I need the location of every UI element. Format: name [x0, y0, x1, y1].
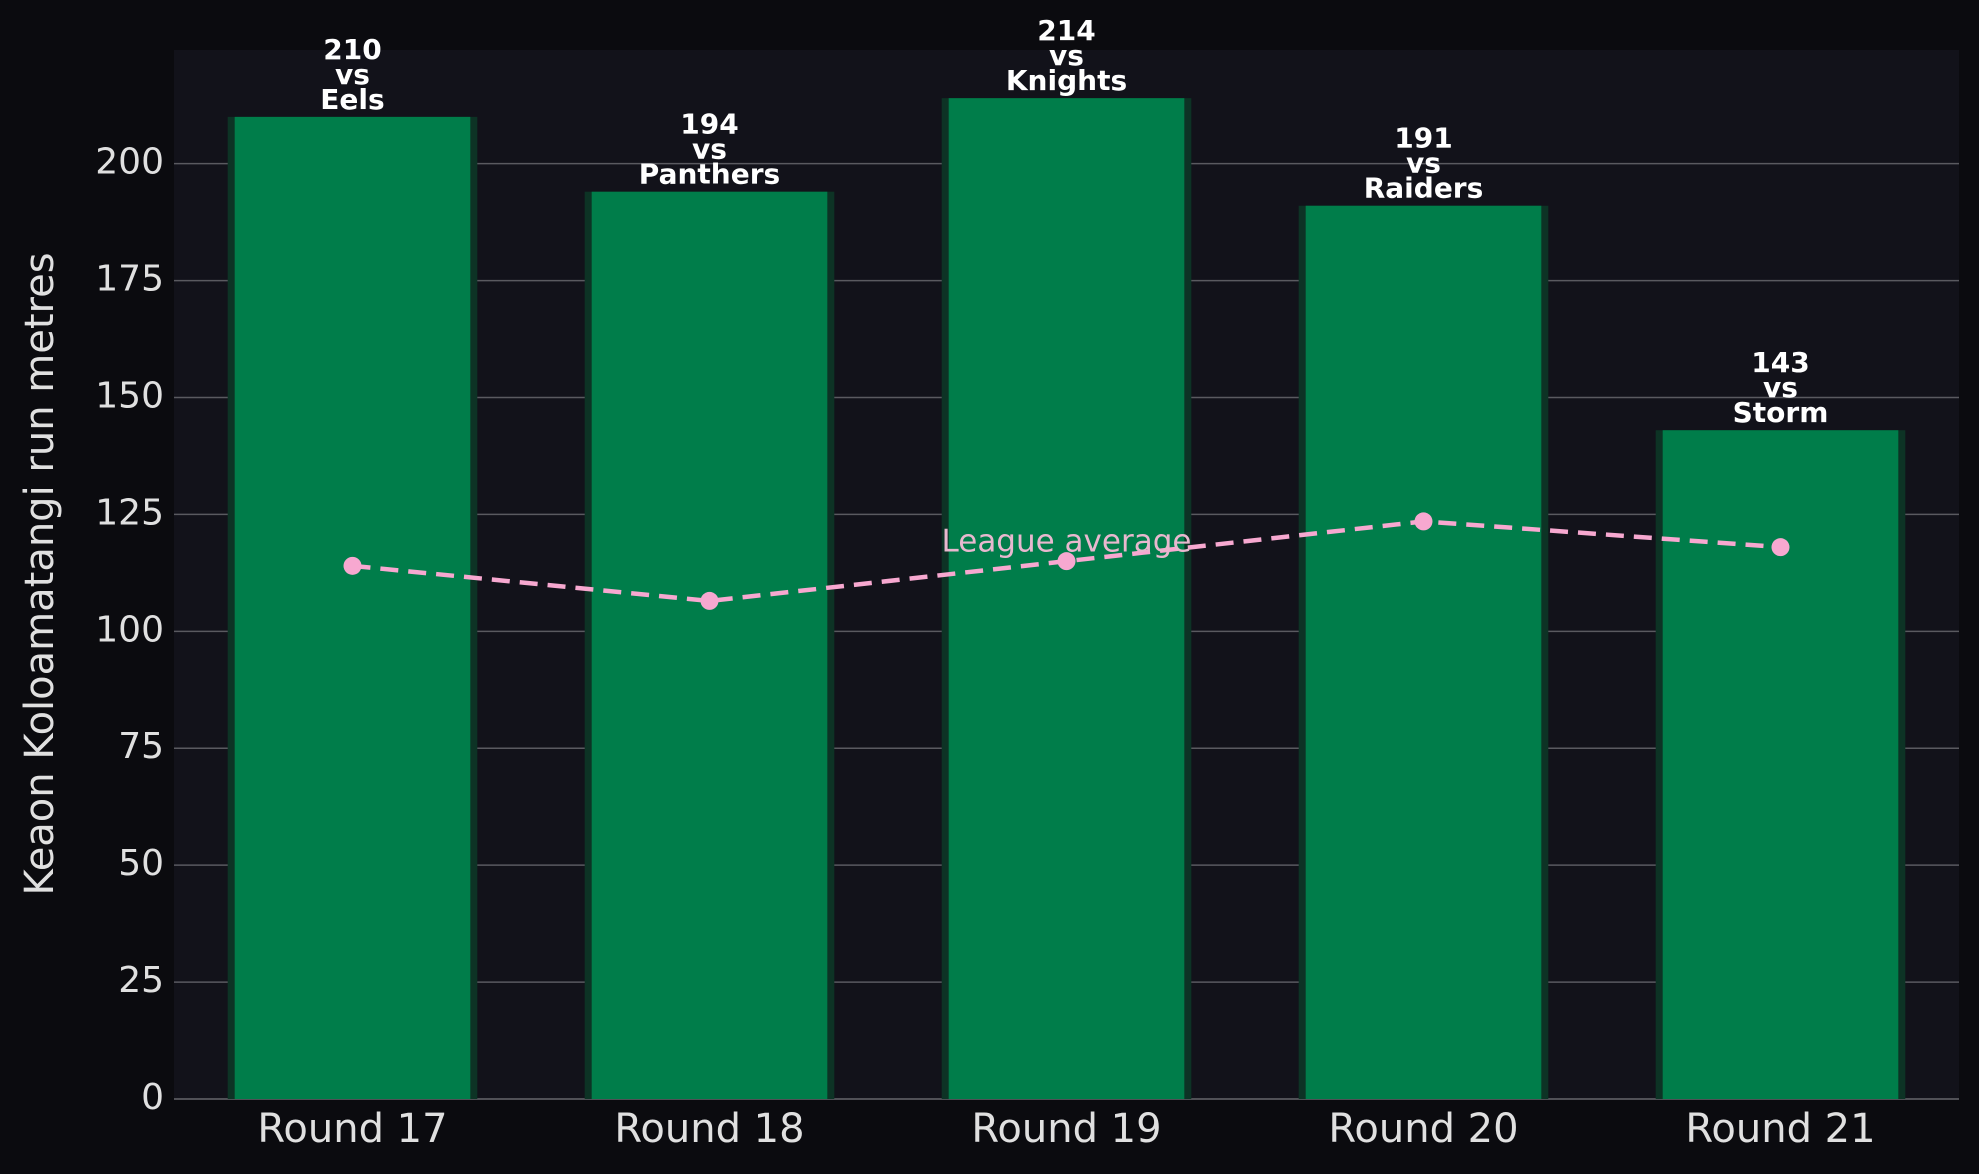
x-tick-label: Round 17	[257, 1106, 447, 1152]
x-tick-label: Round 21	[1685, 1106, 1875, 1152]
line-point	[1771, 538, 1790, 557]
y-tick-label: 125	[95, 492, 164, 533]
y-axis-label: Keaon Koloamatangi run metres	[17, 252, 63, 895]
x-tick-label: Round 19	[971, 1106, 1161, 1152]
data-label: 143 vs Storm	[1733, 346, 1829, 429]
bar	[234, 116, 471, 1099]
bar	[1662, 430, 1899, 1100]
y-tick-label: 75	[118, 726, 164, 767]
line-point	[1057, 552, 1076, 571]
data-label: 210 vs Eels	[320, 33, 384, 116]
x-tick-label: Round 20	[1328, 1106, 1518, 1152]
bar	[1305, 205, 1542, 1099]
y-tick-label: 0	[141, 1077, 164, 1118]
line-point	[700, 591, 719, 610]
line-point	[1414, 512, 1433, 531]
data-label: 214 vs Knights	[1006, 14, 1127, 97]
y-tick-label: 100	[95, 609, 164, 650]
bar	[948, 98, 1185, 1099]
y-tick-label: 150	[95, 375, 164, 416]
y-tick-label: 25	[118, 960, 164, 1001]
data-label: 194 vs Panthers	[639, 108, 780, 191]
y-tick-label: 200	[95, 142, 164, 183]
series-label: League average	[942, 524, 1192, 560]
y-tick-label: 50	[118, 843, 164, 884]
y-tick-label: 175	[95, 259, 164, 300]
data-label: 191 vs Raiders	[1364, 122, 1484, 205]
bar	[591, 191, 828, 1100]
x-tick-label: Round 18	[614, 1106, 804, 1152]
line-point	[343, 556, 362, 575]
